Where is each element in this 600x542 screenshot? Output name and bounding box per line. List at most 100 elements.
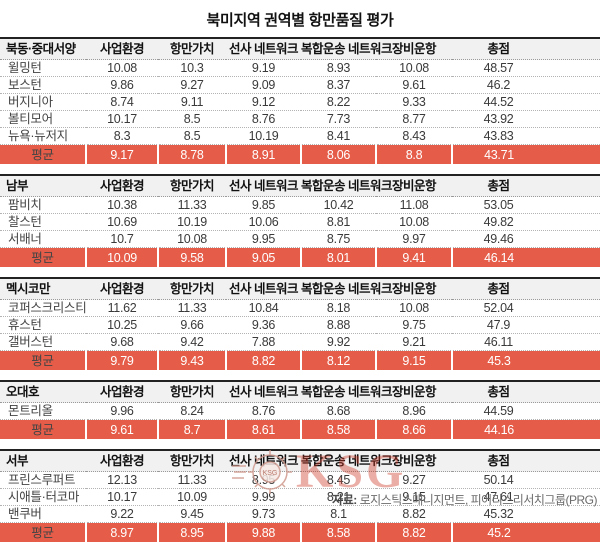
port-row: 윌밍턴 10.08 10.3 9.19 8.93 10.08 48.57 xyxy=(0,60,600,77)
cell-value: 9.99 xyxy=(226,489,301,506)
average-value: 9.58 xyxy=(158,248,226,268)
cell-value: 10.17 xyxy=(86,111,158,128)
port-row: 뉴욕·뉴저지 8.3 8.5 10.19 8.41 8.43 43.83 xyxy=(0,128,600,145)
cell-value: 9.96 xyxy=(86,403,158,420)
column-header: 사업환경 xyxy=(86,278,158,300)
average-value: 8.95 xyxy=(158,523,226,542)
average-value: 44.16 xyxy=(452,420,600,440)
cell-value: 47.9 xyxy=(452,317,600,334)
column-header: 복합운송 네트워크 xyxy=(301,450,376,472)
cell-value: 46.2 xyxy=(452,77,600,94)
column-header: 선사 네트워크 xyxy=(226,175,301,197)
average-value: 8.61 xyxy=(226,420,301,440)
region-header: 서부 xyxy=(0,450,86,472)
column-header: 총점 xyxy=(452,381,600,403)
average-value: 8.01 xyxy=(301,248,376,268)
cell-value: 8.24 xyxy=(158,403,226,420)
port-name: 볼티모어 xyxy=(0,111,86,128)
cell-value: 9.27 xyxy=(158,77,226,94)
cell-value: 52.04 xyxy=(452,300,600,317)
cell-value: 8.76 xyxy=(226,403,301,420)
cell-value: 8.5 xyxy=(158,111,226,128)
average-row: 평균 8.97 8.95 9.88 8.58 8.82 45.2 xyxy=(0,523,600,542)
port-row: 프린스루퍼트 12.13 11.33 8.95 8.45 9.27 50.14 xyxy=(0,472,600,489)
average-label: 평균 xyxy=(0,351,86,371)
column-header: 선사 네트워크 xyxy=(226,278,301,300)
average-row: 평균 9.17 8.78 8.91 8.06 8.8 43.71 xyxy=(0,145,600,165)
column-header: 복합운송 네트워크 xyxy=(301,381,376,403)
cell-value: 11.33 xyxy=(158,472,226,489)
port-name: 휴스턴 xyxy=(0,317,86,334)
port-name: 밴쿠버 xyxy=(0,506,86,523)
average-row: 평균 9.79 9.43 8.82 8.12 9.15 45.3 xyxy=(0,351,600,371)
cell-value: 9.92 xyxy=(301,334,376,351)
cell-value: 8.96 xyxy=(376,403,452,420)
average-value: 9.05 xyxy=(226,248,301,268)
cell-value: 8.95 xyxy=(226,472,301,489)
port-row: 갤버스턴 9.68 9.42 7.88 9.92 9.21 46.11 xyxy=(0,334,600,351)
port-row: 몬트리올 9.96 8.24 8.76 8.68 8.96 44.59 xyxy=(0,403,600,420)
cell-value: 10.06 xyxy=(226,214,301,231)
average-value: 8.91 xyxy=(226,145,301,165)
column-header: 선사 네트워크 xyxy=(226,381,301,403)
port-row: 버지니아 8.74 9.11 9.12 8.22 9.33 44.52 xyxy=(0,94,600,111)
cell-value: 43.83 xyxy=(452,128,600,145)
column-header: 항만가치 xyxy=(158,450,226,472)
average-value: 8.82 xyxy=(226,351,301,371)
column-header: 항만가치 xyxy=(158,38,226,60)
average-value: 9.17 xyxy=(86,145,158,165)
cell-value: 8.82 xyxy=(376,506,452,523)
cell-value: 9.61 xyxy=(376,77,452,94)
header-row: 서부 사업환경 항만가치 선사 네트워크 복합운송 네트워크 장비운항 총점 xyxy=(0,450,600,472)
column-header: 총점 xyxy=(452,38,600,60)
column-header: 총점 xyxy=(452,175,600,197)
cell-value: 8.37 xyxy=(301,77,376,94)
average-value: 9.15 xyxy=(376,351,452,371)
column-header: 총점 xyxy=(452,450,600,472)
column-header: 사업환경 xyxy=(86,38,158,60)
cell-value: 9.27 xyxy=(376,472,452,489)
cell-value: 50.14 xyxy=(452,472,600,489)
column-header: 선사 네트워크 xyxy=(226,38,301,60)
cell-value: 10.25 xyxy=(86,317,158,334)
cell-value: 10.3 xyxy=(158,60,226,77)
table-gulf-of-mexico: 멕시코만 사업환경 항만가치 선사 네트워크 복합운송 네트워크 장비운항 총점… xyxy=(0,277,600,370)
cell-value: 46.11 xyxy=(452,334,600,351)
port-row: 밴쿠버 9.22 9.45 9.73 8.1 8.82 45.32 xyxy=(0,506,600,523)
cell-value: 44.52 xyxy=(452,94,600,111)
cell-value: 10.08 xyxy=(86,60,158,77)
port-row: 찰스턴 10.69 10.19 10.06 8.81 10.08 49.82 xyxy=(0,214,600,231)
cell-value: 10.38 xyxy=(86,197,158,214)
port-name: 보스턴 xyxy=(0,77,86,94)
port-name: 뉴욕·뉴저지 xyxy=(0,128,86,145)
column-header: 항만가치 xyxy=(158,278,226,300)
cell-value: 11.33 xyxy=(158,300,226,317)
port-row: 팜비치 10.38 11.33 9.85 10.42 11.08 53.05 xyxy=(0,197,600,214)
cell-value: 8.77 xyxy=(376,111,452,128)
average-value: 8.7 xyxy=(158,420,226,440)
average-value: 9.88 xyxy=(226,523,301,542)
cell-value: 11.62 xyxy=(86,300,158,317)
cell-value: 49.82 xyxy=(452,214,600,231)
cell-value: 7.73 xyxy=(301,111,376,128)
cell-value: 9.19 xyxy=(226,60,301,77)
cell-value: 45.32 xyxy=(452,506,600,523)
cell-value: 9.73 xyxy=(226,506,301,523)
cell-value: 10.08 xyxy=(376,214,452,231)
port-row: 보스턴 9.86 9.27 9.09 8.37 9.61 46.2 xyxy=(0,77,600,94)
cell-value: 48.57 xyxy=(452,60,600,77)
cell-value: 9.42 xyxy=(158,334,226,351)
average-value: 46.14 xyxy=(452,248,600,268)
average-value: 8.12 xyxy=(301,351,376,371)
column-header: 복합운송 네트워크 xyxy=(301,278,376,300)
cell-value: 8.18 xyxy=(301,300,376,317)
cell-value: 9.45 xyxy=(158,506,226,523)
column-header: 복합운송 네트워크 xyxy=(301,38,376,60)
cell-value: 9.22 xyxy=(86,506,158,523)
average-value: 9.43 xyxy=(158,351,226,371)
cell-value: 8.76 xyxy=(226,111,301,128)
port-name: 시애틀·터코마 xyxy=(0,489,86,506)
cell-value: 9.86 xyxy=(86,77,158,94)
cell-value: 8.5 xyxy=(158,128,226,145)
cell-value: 8.45 xyxy=(301,472,376,489)
